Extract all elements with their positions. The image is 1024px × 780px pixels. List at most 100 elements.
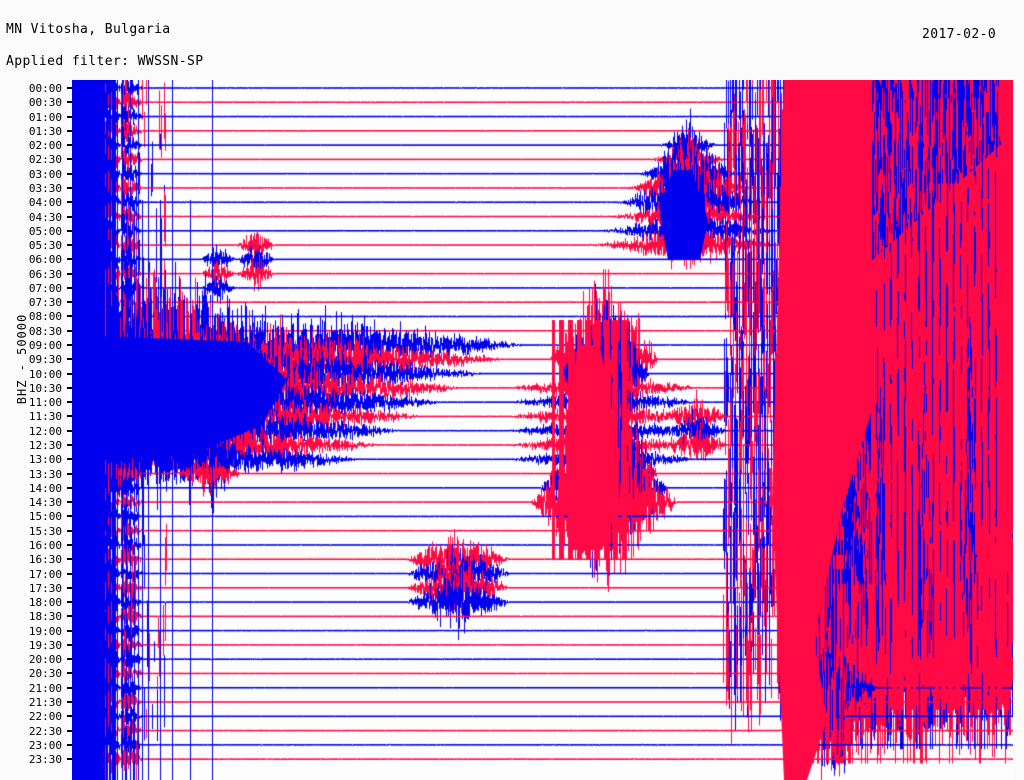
time-tick-label: 15:30	[28, 524, 62, 538]
time-tick-label: 08:00	[28, 310, 62, 324]
time-tick-label: 09:00	[28, 339, 62, 353]
time-tick-mark	[67, 229, 72, 232]
time-tick-mark	[67, 472, 72, 475]
time-tick-label: 23:30	[28, 753, 62, 767]
time-tick-mark	[67, 586, 72, 589]
time-tick-mark	[67, 372, 72, 375]
time-tick-mark	[67, 272, 72, 275]
time-tick-mark	[67, 501, 72, 504]
time-tick-label: 03:00	[28, 167, 62, 181]
time-tick-mark	[67, 258, 72, 261]
time-tick-label: 21:00	[28, 681, 62, 695]
time-tick-label: 17:30	[28, 581, 62, 595]
time-tick-label: 02:30	[28, 153, 62, 167]
time-tick-label: 00:00	[28, 82, 62, 95]
time-tick-mark	[67, 344, 72, 347]
time-tick-mark	[67, 244, 72, 247]
time-tick-label: 08:30	[28, 324, 62, 338]
time-axis: 00:00 00:30 01:00 01:30 02:00 02:30 03:00 03:30…	[0, 0, 72, 780]
time-tick-label: 22:00	[28, 710, 62, 724]
time-tick-mark	[67, 601, 72, 604]
time-tick-mark	[67, 615, 72, 618]
time-tick-mark	[67, 715, 72, 718]
time-tick-mark	[67, 486, 72, 489]
time-tick-label: 10:00	[28, 367, 62, 381]
time-tick-mark	[67, 129, 72, 132]
time-tick-label: 07:00	[28, 281, 62, 295]
time-tick-mark	[67, 429, 72, 432]
time-tick-mark	[67, 215, 72, 218]
time-tick-mark	[67, 301, 72, 304]
time-tick-mark	[67, 558, 72, 561]
helicorder-plot	[72, 80, 1013, 780]
time-tick-mark	[67, 115, 72, 118]
time-tick-label: 05:00	[28, 224, 62, 238]
time-tick-label: 23:00	[28, 738, 62, 752]
time-tick-mark	[67, 543, 72, 546]
time-tick-mark	[67, 172, 72, 175]
time-tick-label: 06:00	[28, 253, 62, 267]
time-tick-label: 04:30	[28, 210, 62, 224]
time-tick-mark	[67, 529, 72, 532]
time-tick-label: 21:30	[28, 696, 62, 710]
time-tick-mark	[67, 415, 72, 418]
time-tick-label: 17:00	[28, 567, 62, 581]
time-tick-label: 13:30	[28, 467, 62, 481]
time-tick-mark	[67, 686, 72, 689]
seismic-trace-canvas	[72, 80, 1013, 780]
time-tick-label: 16:00	[28, 538, 62, 552]
time-tick-label: 01:00	[28, 110, 62, 124]
time-tick-mark	[67, 758, 72, 761]
time-tick-label: 07:30	[28, 296, 62, 310]
time-tick-label: 02:00	[28, 139, 62, 153]
time-tick-mark	[67, 672, 72, 675]
time-tick-mark	[67, 87, 72, 89]
time-tick-mark	[67, 144, 72, 147]
time-tick-label: 14:00	[28, 481, 62, 495]
time-tick-mark	[67, 729, 72, 732]
time-tick-label: 12:00	[28, 424, 62, 438]
time-tick-label: 15:00	[28, 510, 62, 524]
time-tick-label: 03:30	[28, 181, 62, 195]
time-tick-label: 12:30	[28, 439, 62, 452]
page-title: MN Vitosha, Bulgaria	[6, 22, 171, 37]
time-tick-mark	[67, 315, 72, 318]
time-tick-label: 18:00	[28, 596, 62, 610]
time-tick-label: 16:30	[28, 553, 62, 567]
time-tick-mark	[67, 201, 72, 204]
time-tick-label: 05:30	[28, 239, 62, 253]
time-tick-label: 06:30	[28, 267, 62, 281]
time-tick-mark	[67, 186, 72, 189]
time-tick-mark	[67, 101, 72, 104]
time-tick-mark	[67, 444, 72, 446]
time-tick-label: 11:30	[28, 410, 62, 424]
time-tick-label: 14:30	[28, 496, 62, 510]
time-tick-mark	[67, 386, 72, 389]
time-tick-mark	[67, 643, 72, 646]
time-tick-label: 20:00	[28, 653, 62, 667]
time-tick-mark	[67, 629, 72, 632]
time-tick-mark	[67, 515, 72, 518]
time-tick-mark	[67, 358, 72, 361]
time-tick-label: 22:30	[28, 724, 62, 738]
time-tick-label: 00:30	[28, 96, 62, 110]
time-tick-label: 04:00	[28, 196, 62, 210]
date-label: 2017-02-0	[922, 27, 997, 42]
time-tick-mark	[67, 329, 72, 332]
time-tick-label: 11:00	[28, 396, 62, 410]
time-tick-label: 01:30	[28, 124, 62, 138]
time-tick-label: 19:00	[28, 624, 62, 638]
time-tick-mark	[67, 701, 72, 704]
time-tick-label: 13:00	[28, 453, 62, 467]
time-tick-mark	[67, 658, 72, 661]
time-tick-mark	[67, 286, 72, 289]
time-tick-mark	[67, 458, 72, 461]
time-tick-mark	[67, 158, 72, 161]
time-tick-label: 10:30	[28, 381, 62, 395]
time-tick-label: 18:30	[28, 610, 62, 624]
time-tick-mark	[67, 572, 72, 575]
time-tick-label: 20:30	[28, 667, 62, 681]
filter-label: Applied filter: WWSSN-SP	[6, 54, 204, 69]
time-tick-mark	[67, 401, 72, 404]
